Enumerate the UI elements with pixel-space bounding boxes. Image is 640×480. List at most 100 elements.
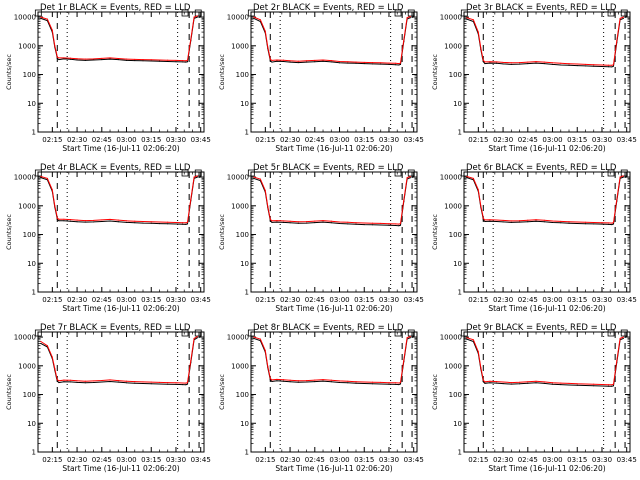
data-point-lld: [371, 62, 374, 64]
data-point-lld: [409, 175, 411, 178]
data-point-lld: [314, 59, 316, 61]
plot-frame: [463, 331, 631, 453]
data-point-lld: [186, 221, 189, 223]
x-tick-label: 02:15: [255, 296, 275, 304]
y-tick-label: 1: [32, 129, 36, 137]
data-point-lld: [535, 380, 537, 382]
data-point-lld: [167, 221, 169, 223]
x-tick-label: 02:30: [67, 136, 87, 144]
plot-frame: [250, 331, 418, 453]
data-point-events: [289, 381, 291, 383]
data-point-lld: [84, 58, 86, 60]
data-point-lld: [175, 221, 177, 224]
y-axis-label: Counts/sec: [218, 374, 226, 410]
panel-title: Det 1r BLACK = Events, RED = LLD: [40, 3, 191, 13]
data-point-lld: [289, 379, 291, 381]
data-point-lld: [551, 382, 554, 384]
x-tick-label: 02:30: [67, 456, 87, 464]
data-point-events: [510, 63, 512, 65]
x-tick-label: 03:45: [191, 136, 211, 144]
data-point-lld: [535, 219, 537, 221]
data-point-events: [568, 384, 570, 386]
data-point-events: [269, 220, 271, 222]
data-point-lld: [601, 64, 603, 66]
x-tick-label: 02:30: [280, 456, 300, 464]
y-axis-label: Counts/sec: [431, 214, 439, 250]
y-tick-label: 1: [458, 129, 462, 137]
plot-frame: [37, 331, 205, 453]
data-point-lld: [543, 61, 545, 63]
plot-frame: [37, 171, 205, 293]
data-point-lld: [322, 220, 324, 222]
x-tick-label: 03:30: [592, 456, 612, 464]
data-point-lld: [519, 220, 521, 222]
x-tick-label: 03:00: [329, 136, 349, 144]
x-tick-label: 03:00: [542, 136, 562, 144]
x-tick-label: 03:45: [617, 136, 637, 144]
data-point-lld: [150, 381, 152, 383]
data-point-events: [355, 62, 357, 64]
data-point-lld: [371, 222, 374, 224]
data-point-events: [409, 17, 411, 19]
data-point-lld: [282, 220, 285, 222]
data-point-lld: [608, 222, 610, 224]
data-point-lld: [322, 59, 324, 61]
data-point-lld: [76, 219, 78, 221]
data-point-events: [489, 382, 491, 384]
data-point-lld: [142, 381, 144, 383]
data-point-events: [489, 62, 491, 64]
data-point-events: [158, 60, 161, 62]
data-point-lld: [399, 223, 402, 225]
data-point-events: [289, 222, 291, 224]
data-point-events: [608, 223, 610, 225]
data-point-lld: [306, 380, 308, 382]
data-point-lld: [276, 220, 278, 222]
data-point-events: [276, 60, 278, 62]
data-point-events: [253, 177, 255, 179]
x-tick-label: 03:30: [166, 296, 186, 304]
series-events: [253, 17, 411, 66]
data-point-lld: [622, 175, 624, 177]
data-point-events: [482, 219, 484, 221]
data-point-events: [484, 63, 486, 65]
square-marker: [194, 329, 202, 337]
y-tick-label: 1000: [231, 42, 249, 50]
data-point-events: [182, 61, 184, 63]
data-point-events: [543, 382, 545, 384]
y-tick-label: 10: [27, 100, 36, 108]
y-tick-label: 10000: [440, 334, 462, 342]
x-axis-label: Start Time (16-Jul-11 02:06:20): [488, 304, 605, 313]
y-tick-label: 10000: [227, 14, 249, 22]
data-point-events: [612, 65, 615, 67]
plot-frame: [250, 11, 418, 133]
data-point-lld: [56, 379, 58, 381]
data-point-lld: [399, 62, 402, 64]
plot-frame: [250, 171, 418, 293]
data-point-lld: [253, 16, 255, 18]
data-point-lld: [403, 39, 405, 41]
x-tick-label: 03:00: [542, 456, 562, 464]
data-point-events: [388, 383, 390, 385]
data-point-events: [109, 380, 111, 383]
data-point-events: [388, 63, 390, 65]
data-point-lld: [109, 379, 111, 381]
data-point-events: [117, 59, 119, 61]
data-point-lld: [619, 17, 621, 19]
data-point-events: [322, 221, 324, 223]
series-lld: [466, 336, 624, 386]
data-point-lld: [185, 60, 187, 62]
data-point-events: [355, 382, 357, 384]
x-tick-label: 03:00: [542, 296, 562, 304]
square-marker: [620, 9, 628, 17]
data-point-events: [269, 60, 271, 62]
series-lld: [40, 15, 198, 62]
data-point-lld: [264, 189, 266, 192]
data-point-events: [551, 63, 554, 65]
data-point-lld: [55, 375, 58, 377]
y-tick-label: 10: [27, 260, 36, 268]
data-point-lld: [584, 63, 587, 65]
data-point-events: [398, 64, 400, 66]
x-tick-label: 03:15: [141, 456, 161, 464]
data-point-lld: [63, 57, 65, 59]
